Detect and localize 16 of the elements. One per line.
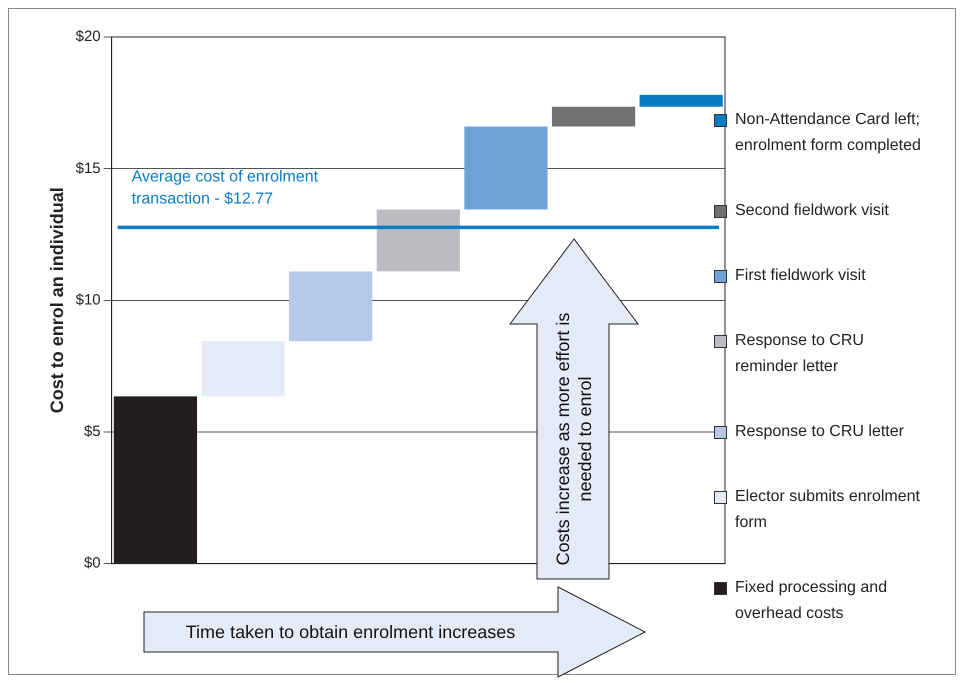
y-axis-title: Cost to enrol an individual	[46, 187, 67, 414]
legend-label: Response to CRU letter	[735, 422, 904, 442]
legend-label: Elector submits enrolment form	[735, 487, 921, 533]
ref-line-label: Average cost of enrolment transaction - $12.77	[132, 168, 319, 208]
y-tick-label: $20	[76, 28, 101, 46]
legend-label: Second fieldwork visit	[735, 201, 889, 221]
legend-label: Fixed processing and overhead costs	[735, 578, 888, 624]
y-tick-label: $10	[76, 291, 101, 308]
y-tick-label: $15	[76, 160, 101, 177]
y-tick-label: $0	[84, 554, 101, 572]
legend-label: First fieldwork visit	[735, 266, 866, 286]
text: Time taken to obtain enrolment increases	[184, 621, 516, 644]
legend-label: Response to CRU reminder letter	[735, 331, 865, 377]
annotation: Costs increase as more effort is needed to enrol	[552, 312, 596, 568]
legend-label: Non-Attendance Card left; enrolment form completed	[735, 110, 922, 156]
y-tick-label: $5	[84, 423, 101, 440]
